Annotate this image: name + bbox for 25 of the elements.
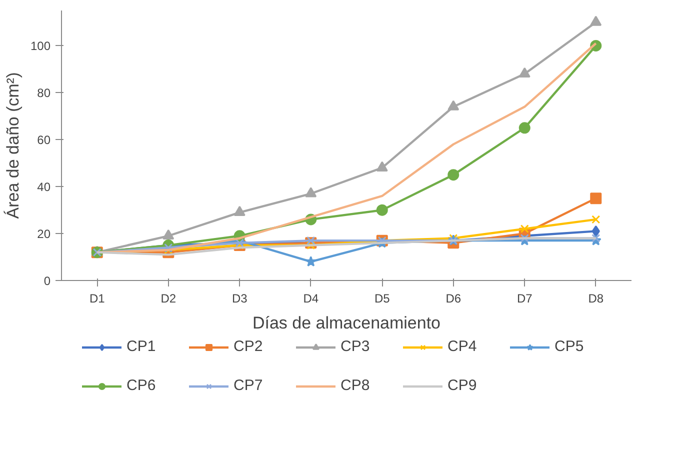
y-tick-label: 0: [44, 274, 51, 288]
x-tick-label: D3: [232, 292, 248, 306]
legend-label: CP3: [340, 338, 371, 355]
x-tick-label: D7: [516, 292, 533, 306]
y-tick-label: 60: [37, 133, 51, 148]
x-tick-label: D1: [89, 292, 106, 306]
x-tick-label: D8: [588, 292, 604, 306]
y-axis-title: Área de daño (cm²): [3, 72, 22, 219]
x-tick-label: D2: [160, 292, 176, 306]
legend-label: CP2: [234, 338, 264, 355]
legend-label: CP8: [340, 377, 371, 394]
legend-label: CP6: [126, 377, 157, 394]
y-tick-label: 80: [37, 86, 51, 100]
y-tick-label: 20: [37, 227, 51, 242]
x-axis-title: Días de almacenamiento: [252, 314, 441, 332]
legend-label: CP7: [234, 377, 264, 394]
y-tick-label: 100: [30, 39, 51, 54]
legend-label: CP9: [448, 377, 478, 394]
legend-label: CP4: [448, 338, 478, 355]
legend-label: CP5: [554, 338, 585, 355]
x-tick-label: D4: [303, 292, 319, 306]
x-tick-label: D5: [374, 292, 390, 306]
legend-label: CP1: [126, 338, 157, 355]
y-tick-label: 40: [37, 180, 51, 194]
x-tick-label: D6: [446, 292, 462, 306]
